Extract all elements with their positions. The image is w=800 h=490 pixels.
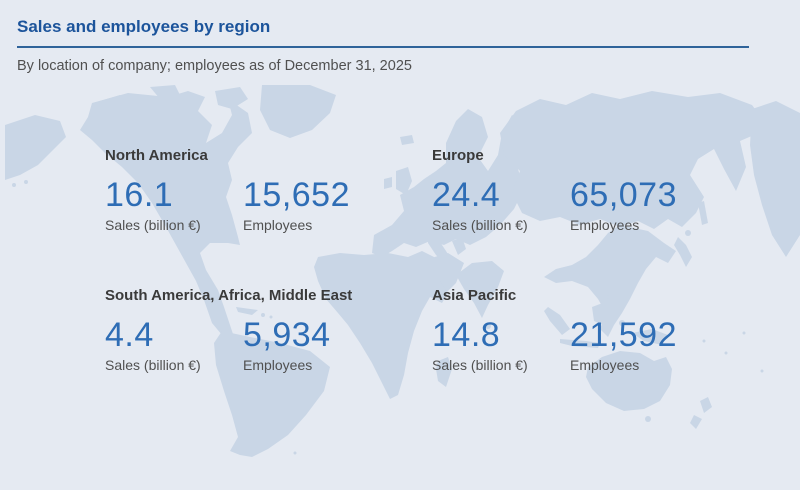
region-name: South America, Africa, Middle East: [105, 287, 353, 304]
sales-label: Sales (billion €): [432, 216, 528, 233]
page-subtitle: By location of company; employees as of …: [17, 58, 412, 74]
region-name: North America: [105, 147, 208, 164]
employees-stat: 15,652 Employees: [243, 178, 381, 233]
region-block-europe: Europe 24.4 Sales (billion €) 65,073 Emp…: [432, 147, 708, 233]
sales-stat: 14.8 Sales (billion €): [432, 318, 570, 373]
sales-value: 4.4: [105, 316, 154, 354]
sales-label: Sales (billion €): [105, 216, 201, 233]
employees-label: Employees: [570, 216, 640, 233]
employees-label: Employees: [570, 356, 640, 373]
employees-value: 65,073: [570, 176, 677, 214]
employees-value: 21,592: [570, 316, 677, 354]
title-rule: [17, 46, 749, 48]
employees-label: Employees: [243, 356, 313, 373]
sales-value: 24.4: [432, 176, 501, 214]
page-title: Sales and employees by region: [17, 17, 271, 36]
sales-value: 14.8: [432, 316, 501, 354]
employees-label: Employees: [243, 216, 313, 233]
sales-label: Sales (billion €): [432, 356, 528, 373]
world-map-icon: [5, 85, 800, 457]
employees-stat: 5,934 Employees: [243, 318, 381, 373]
region-block-south-america-africa-middle-east: South America, Africa, Middle East 4.4 S…: [105, 287, 381, 373]
region-block-asia-pacific: Asia Pacific 14.8 Sales (billion €) 21,5…: [432, 287, 708, 373]
sales-stat: 16.1 Sales (billion €): [105, 178, 243, 233]
employees-stat: 21,592 Employees: [570, 318, 708, 373]
sales-value: 16.1: [105, 176, 174, 214]
employees-value: 15,652: [243, 176, 350, 214]
sales-label: Sales (billion €): [105, 356, 201, 373]
region-name: Europe: [432, 147, 484, 164]
sales-stat: 24.4 Sales (billion €): [432, 178, 570, 233]
region-block-north-america: North America 16.1 Sales (billion €) 15,…: [105, 147, 381, 233]
employees-stat: 65,073 Employees: [570, 178, 708, 233]
region-name: Asia Pacific: [432, 287, 517, 304]
employees-value: 5,934: [243, 316, 331, 354]
sales-stat: 4.4 Sales (billion €): [105, 318, 243, 373]
